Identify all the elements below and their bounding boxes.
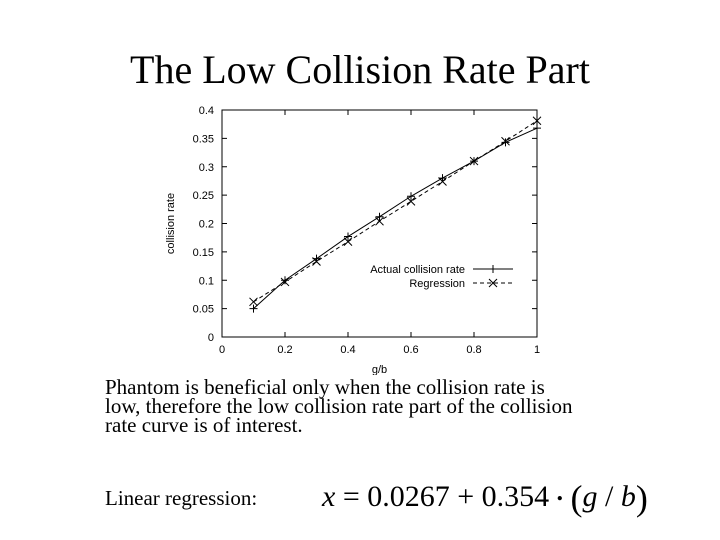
y-axis-label: collision rate bbox=[165, 193, 177, 254]
legend-marker bbox=[489, 265, 497, 273]
formula-eq: = bbox=[342, 480, 360, 513]
formula-lhs: x bbox=[322, 480, 336, 513]
formula-slash: / bbox=[604, 480, 614, 513]
legend-marker bbox=[488, 278, 498, 288]
data-point-series-1 bbox=[407, 192, 415, 201]
formula-lparen: ( bbox=[570, 478, 583, 518]
data-point-series-2 bbox=[501, 136, 510, 146]
plot-frame bbox=[221, 109, 538, 338]
data-point-series-2 bbox=[406, 197, 416, 206]
regression-formula: x = 0.0267 + 0.354 • (g / b) bbox=[322, 477, 648, 519]
body-line: Phantom is beneficial only when the coll… bbox=[105, 375, 545, 399]
data-point-series-1 bbox=[438, 174, 447, 183]
regression-label: Linear regression: bbox=[105, 486, 258, 510]
body-line: rate curve is of interest. bbox=[105, 413, 303, 437]
data-point-series-2 bbox=[532, 116, 542, 126]
y-tick-label: 0.1 bbox=[199, 275, 214, 287]
data-point-series-2 bbox=[469, 156, 479, 166]
series-line-1 bbox=[253, 127, 538, 309]
data-point-series-2 bbox=[312, 257, 321, 266]
formula-b: b bbox=[620, 480, 636, 513]
data-point-series-1 bbox=[249, 304, 258, 313]
formula-rparen: ) bbox=[635, 478, 648, 518]
data-point-series-1 bbox=[533, 124, 541, 133]
chart-svg: 0 0.2 0.4 0.6 0.8 1 0 0.05 0.1 0.15 0.2 0.25 0.3 0.35… bbox=[165, 105, 542, 376]
body-line: low, therefore the low collision rate pa… bbox=[105, 394, 573, 418]
data-point-series-1 bbox=[375, 212, 384, 221]
x-tick-label: 1 bbox=[534, 344, 540, 356]
x-tick-label: 0.8 bbox=[466, 344, 481, 356]
y-tick-label: 0.15 bbox=[193, 247, 214, 259]
y-tick-label: 0.4 bbox=[199, 105, 214, 117]
data-point-series-2 bbox=[375, 216, 384, 226]
formula-const: 0.0267 bbox=[367, 480, 450, 513]
series-line-2 bbox=[253, 120, 538, 303]
data-point-series-2 bbox=[438, 177, 447, 186]
x-tick-label: 0.4 bbox=[340, 344, 355, 356]
body-text: Phantom is beneficial only when the coll… bbox=[105, 375, 665, 437]
y-tick-label: 0.25 bbox=[193, 190, 214, 202]
legend-label: Actual collision rate bbox=[370, 264, 465, 276]
slide-title: The Low Collision Rate Part bbox=[130, 47, 590, 92]
data-point-series-1 bbox=[281, 276, 289, 285]
data-point-series-2 bbox=[249, 297, 258, 307]
legend-label: Regression bbox=[409, 278, 465, 290]
x-tick-label: 0.2 bbox=[277, 344, 292, 356]
y-tick-label: 0.05 bbox=[193, 304, 214, 316]
formula-plus: + bbox=[457, 480, 475, 513]
y-tick-label: 0.3 bbox=[199, 162, 214, 174]
collision-rate-chart: 0 0.2 0.4 0.6 0.8 1 0 0.05 0.1 0.15 0.2 0.25 0.3 0.35… bbox=[160, 100, 560, 380]
y-tick-label: 0.2 bbox=[199, 219, 214, 231]
y-tick-label: 0 bbox=[208, 332, 214, 344]
formula-g: g bbox=[582, 480, 598, 513]
data-point-series-2 bbox=[280, 277, 290, 287]
x-tick-label: 0 bbox=[219, 344, 225, 356]
formula-dot: • bbox=[556, 488, 563, 509]
data-point-series-2 bbox=[343, 237, 353, 247]
y-tick-label: 0.35 bbox=[193, 133, 214, 145]
formula-coef: 0.354 bbox=[481, 480, 550, 513]
data-point-series-1 bbox=[344, 232, 352, 241]
x-axis-label: g/b bbox=[372, 364, 387, 375]
x-tick-label: 0.6 bbox=[403, 344, 418, 356]
